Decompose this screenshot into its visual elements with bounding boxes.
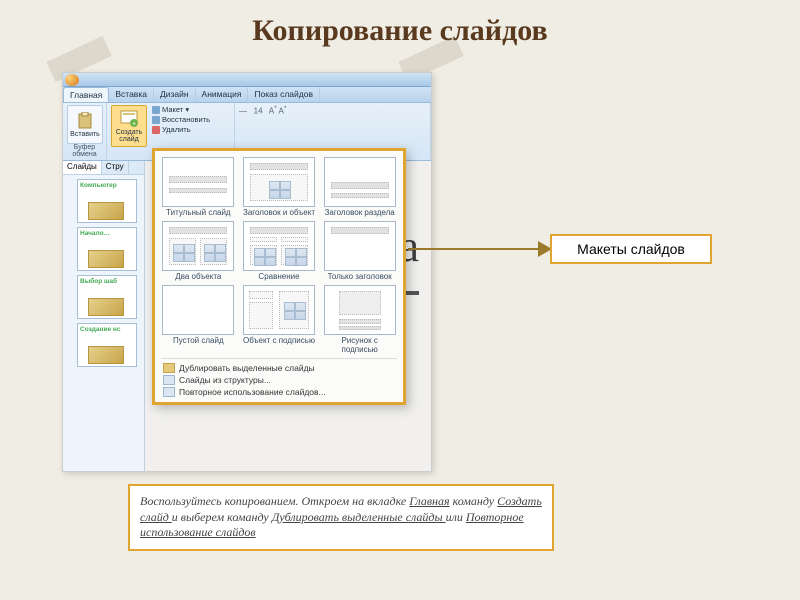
outline-tab[interactable]: Стру bbox=[102, 161, 129, 174]
tab-home[interactable]: Главная bbox=[63, 87, 109, 102]
restore-icon bbox=[152, 116, 160, 124]
office-button-icon[interactable] bbox=[65, 74, 79, 86]
layout-two-content[interactable]: Два объекта bbox=[161, 221, 236, 281]
duplicate-icon bbox=[163, 363, 175, 373]
layout-picture-caption[interactable]: Рисунок с подписью bbox=[322, 285, 397, 354]
quick-access-bar[interactable] bbox=[63, 73, 431, 87]
tab-slideshow[interactable]: Показ слайдов bbox=[248, 87, 320, 102]
clipboard-icon bbox=[77, 112, 93, 130]
outline-icon bbox=[163, 375, 175, 385]
ribbon-tabs: Главная Вставка Дизайн Анимация Показ сл… bbox=[63, 87, 431, 103]
slides-panel: Слайды Стру Компьютер Начало… Выбор шаб … bbox=[63, 161, 145, 471]
tab-animations[interactable]: Анимация bbox=[196, 87, 249, 102]
new-slide-icon: + bbox=[120, 110, 138, 128]
svg-text:+: + bbox=[132, 121, 136, 128]
tab-insert[interactable]: Вставка bbox=[109, 87, 154, 102]
slides-tab[interactable]: Слайды bbox=[63, 161, 102, 174]
thumb-2[interactable]: Начало… bbox=[77, 227, 137, 271]
instruction-box: Воспользуйтесь копированием. Откроем на … bbox=[128, 484, 554, 551]
layout-section-header[interactable]: Заголовок раздела bbox=[322, 157, 397, 217]
layout-icon bbox=[152, 106, 160, 114]
delete-icon bbox=[152, 126, 160, 134]
new-slide-label: Создать слайд bbox=[112, 129, 146, 143]
reuse-slides-item[interactable]: Повторное использование слайдов... bbox=[161, 386, 397, 398]
group-clipboard: Буфер обмена bbox=[67, 144, 102, 158]
duplicate-slides-item[interactable]: Дублировать выделенные слайды bbox=[161, 362, 397, 374]
thumb-3[interactable]: Выбор шаб bbox=[77, 275, 137, 319]
layout-button[interactable]: Макет ▾ bbox=[150, 105, 212, 114]
callout-text: Макеты слайдов bbox=[577, 241, 685, 257]
layouts-popup: Титульный слайд Заголовок и объект Загол… bbox=[152, 148, 406, 405]
layout-content-caption[interactable]: Объект с подписью bbox=[242, 285, 317, 354]
reuse-icon bbox=[163, 387, 175, 397]
thumb-4[interactable]: Создание нс bbox=[77, 323, 137, 367]
popup-footer: Дублировать выделенные слайды Слайды из … bbox=[161, 358, 397, 398]
layout-comparison[interactable]: Сравнение bbox=[242, 221, 317, 281]
layout-title-slide[interactable]: Титульный слайд bbox=[161, 157, 236, 217]
arrow-line bbox=[408, 248, 548, 250]
layout-title-content[interactable]: Заголовок и объект bbox=[242, 157, 317, 217]
paste-button[interactable]: Вставить bbox=[67, 105, 103, 144]
tab-design[interactable]: Дизайн bbox=[154, 87, 196, 102]
page-title: Копирование слайдов bbox=[252, 14, 547, 48]
paste-label: Вставить bbox=[70, 131, 100, 138]
delete-button[interactable]: Удалить bbox=[150, 125, 212, 134]
layout-blank[interactable]: Пустой слайд bbox=[161, 285, 236, 354]
slides-from-outline-item[interactable]: Слайды из структуры... bbox=[161, 374, 397, 386]
restore-button[interactable]: Восстановить bbox=[150, 115, 212, 124]
thumb-1[interactable]: Компьютер bbox=[77, 179, 137, 223]
new-slide-button[interactable]: + Создать слайд bbox=[111, 105, 147, 147]
callout-layouts: Макеты слайдов bbox=[550, 234, 712, 264]
layout-title-only[interactable]: Только заголовок bbox=[322, 221, 397, 281]
